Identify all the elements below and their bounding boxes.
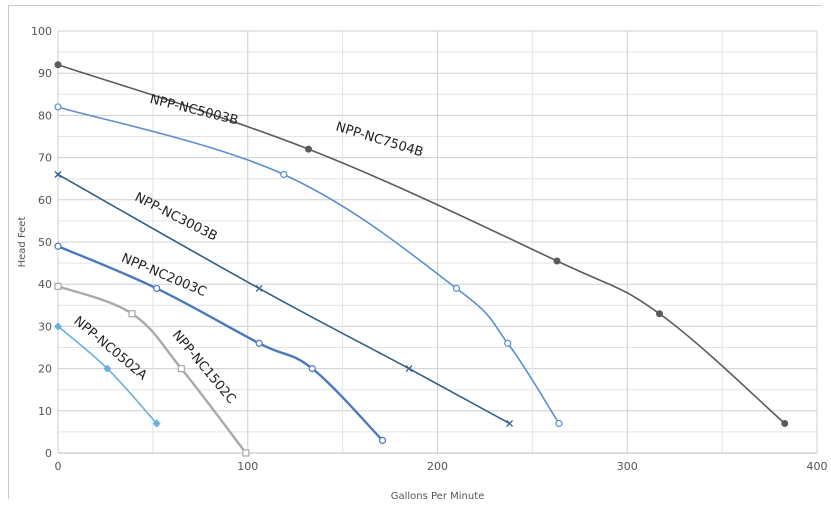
axes: 0 10 20 30 40 50 60 70 80 90 100 0 100 200 300 400 <box>31 25 828 473</box>
data-point <box>54 103 62 111</box>
data-point <box>656 310 664 318</box>
y-tick-label: 100 <box>31 25 52 38</box>
series-label: NPP-NC5003B <box>148 92 240 128</box>
data-point <box>255 339 263 347</box>
y-tick-label: 60 <box>38 194 52 207</box>
y-tick-label: 70 <box>38 152 52 165</box>
y-tick-label: 50 <box>38 236 52 249</box>
data-point <box>177 365 185 373</box>
x-tick-label: 400 <box>807 460 828 473</box>
data-point <box>781 419 789 427</box>
series-npp-nc3003b <box>54 171 514 427</box>
data-point <box>553 257 561 265</box>
data-point <box>255 284 263 292</box>
y-tick-label: 90 <box>38 67 52 80</box>
series-npp-nc0502a <box>54 322 161 428</box>
series-line <box>57 106 560 424</box>
data-point <box>152 419 161 428</box>
data-point <box>54 61 62 69</box>
data-point <box>54 322 62 331</box>
data-point <box>308 365 316 373</box>
y-tick-label: 0 <box>45 447 52 460</box>
data-point <box>452 284 461 293</box>
y-tick-label: 40 <box>38 278 52 291</box>
data-point <box>153 284 161 293</box>
series-npp-nc5003b <box>54 103 563 428</box>
y-axis-label: Head Feet <box>17 217 28 268</box>
series-label: NPP-NC0502A <box>71 314 150 384</box>
series-line <box>57 285 247 454</box>
data-point <box>555 419 563 428</box>
data-point <box>103 364 112 373</box>
x-tick-label: 200 <box>427 460 448 473</box>
series-line <box>57 64 786 425</box>
series-npp-nc1502c <box>54 282 250 457</box>
data-point <box>304 145 312 153</box>
data-point <box>128 310 136 318</box>
x-tick-label: 300 <box>617 460 638 473</box>
y-tick-label: 20 <box>38 363 52 376</box>
data-point <box>54 242 62 250</box>
x-tick-label: 100 <box>237 460 258 473</box>
data-point <box>242 449 250 457</box>
x-tick-label: 0 <box>55 460 62 473</box>
data-point <box>280 170 288 179</box>
x-axis-label: Gallons Per Minute <box>391 491 485 502</box>
data-point <box>54 282 62 290</box>
y-tick-label: 80 <box>38 109 52 122</box>
series-label: NPP-NC3003B <box>132 190 220 245</box>
data-point <box>405 365 413 373</box>
y-tick-label: 30 <box>38 320 52 333</box>
y-tick-label: 10 <box>38 405 52 418</box>
series-npp-nc7504b <box>54 61 789 427</box>
data-point <box>54 171 62 178</box>
series-npp-nc2003c <box>54 242 387 444</box>
series-line <box>57 173 510 425</box>
data-point <box>378 436 387 444</box>
data-point <box>506 420 514 427</box>
series-layer <box>54 61 789 457</box>
grid <box>57 30 818 454</box>
data-point <box>504 339 512 347</box>
series-label: NPP-NC7504B <box>334 120 425 161</box>
chart-frame <box>8 5 822 499</box>
